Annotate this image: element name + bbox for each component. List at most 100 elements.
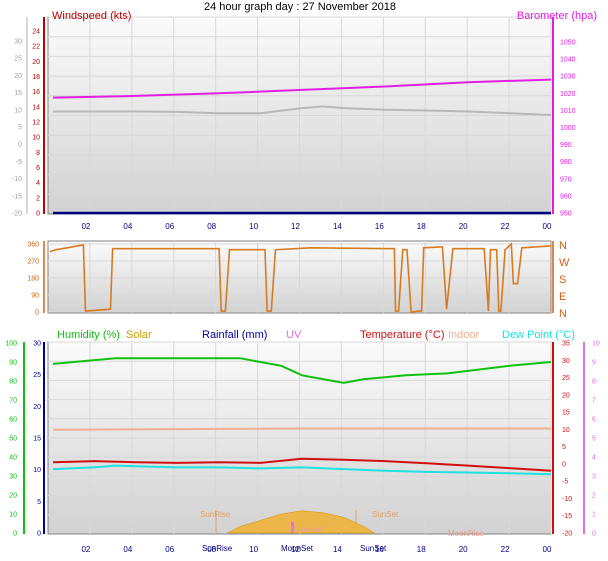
series-direction <box>49 242 552 313</box>
uv-tick-label: 7 <box>592 398 596 405</box>
legend-label: Indoor <box>448 329 480 341</box>
x-tick-label: 06 <box>165 222 174 231</box>
rain-tick-label: 5 <box>37 499 41 506</box>
uv-tick-label: 3 <box>592 474 596 481</box>
humidity-tick-label: 90 <box>9 360 17 367</box>
rain-tick-label: 20 <box>33 404 41 411</box>
compass-label: N <box>559 308 567 320</box>
baro-tick-label: 1010 <box>560 108 576 115</box>
uv-tick-label: 1 <box>592 512 596 519</box>
x-tick-label: 10 <box>249 222 258 231</box>
x-tick-label: 14 <box>333 545 342 554</box>
temperature-tick-label: -10 <box>562 496 572 503</box>
legend-label: Rainfall (mm) <box>202 329 267 341</box>
rain-tick-label: 10 <box>33 467 41 474</box>
annotation-sunset: SunSet <box>372 510 399 519</box>
wind-tick-label: 16 <box>32 89 40 96</box>
x-tick-label: 12 <box>291 545 300 554</box>
series-indoor <box>52 427 551 431</box>
graph-title: 24 hour graph day : 27 November 2018 <box>204 1 396 13</box>
baro-tick-label: 1040 <box>560 57 576 64</box>
wind-outer-tick-label: -10 <box>12 176 22 183</box>
baro-tick-label: 960 <box>560 193 572 200</box>
direction-tick-label: 90 <box>31 293 39 300</box>
temperature-tick-label: 20 <box>562 392 570 399</box>
legend-label: Dew Point (°C) <box>502 329 575 341</box>
legend-label: UV <box>286 329 302 341</box>
series-temperature <box>52 457 552 472</box>
rain-tick-label: 25 <box>33 372 41 379</box>
uv-tick-label: 6 <box>592 417 596 424</box>
wind-outer-tick-label: 15 <box>14 90 22 97</box>
series-solar <box>227 510 375 534</box>
series-humidity <box>52 357 552 384</box>
uv-tick-label: 4 <box>592 455 596 462</box>
wind-tick-label: 0 <box>36 211 40 218</box>
wind-tick-label: 10 <box>32 135 40 142</box>
x-tick-label: 20 <box>459 545 468 554</box>
rain-tick-label: 0 <box>37 531 41 538</box>
direction-tick-label: 180 <box>27 276 39 283</box>
wind-tick-label: 20 <box>32 59 40 66</box>
wind-tick-label: 24 <box>32 29 40 36</box>
wind-axis-title: Windspeed (kts) <box>52 10 131 22</box>
temperature-tick-label: -20 <box>562 531 572 538</box>
baro-axis-title: Barometer (hpa) <box>517 10 597 22</box>
baro-tick-label: 970 <box>560 176 572 183</box>
x-tick-label: 14 <box>333 222 342 231</box>
x-tick-label: 00 <box>543 545 552 554</box>
humidity-tick-label: 0 <box>13 531 17 538</box>
uv-tick-label: 5 <box>592 436 596 443</box>
temperature-tick-label: 35 <box>562 341 570 348</box>
legend-label: Solar <box>126 329 152 341</box>
baro-tick-label: 990 <box>560 142 572 149</box>
compass-label: S <box>559 274 566 286</box>
annotation-sunrise-bottom: SunRise <box>202 544 233 553</box>
humidity-tick-label: 70 <box>9 398 17 405</box>
annotation-sunset-bottom: SunSet <box>360 544 387 553</box>
baro-tick-label: 1050 <box>560 40 576 47</box>
baro-tick-label: 1020 <box>560 91 576 98</box>
wind-outer-tick-label: 10 <box>14 107 22 114</box>
x-tick-label: 16 <box>375 545 384 554</box>
legend-label: Humidity (%) <box>57 329 120 341</box>
rain-tick-label: 30 <box>33 341 41 348</box>
temperature-tick-label: -5 <box>562 479 568 486</box>
direction-tick-label: 0 <box>35 310 39 317</box>
baro-tick-label: 950 <box>560 211 572 218</box>
wind-outer-tick-label: 0 <box>18 142 22 149</box>
temperature-tick-label: 25 <box>562 375 570 382</box>
temperature-tick-label: -15 <box>562 513 572 520</box>
annotation-sunrise: SunRise <box>200 510 231 519</box>
direction-tick-label: 360 <box>27 242 39 249</box>
rain-tick-label: 15 <box>33 436 41 443</box>
temperature-tick-label: 30 <box>562 358 570 365</box>
wind-tick-label: 22 <box>32 44 40 51</box>
wind-outer-tick-label: 30 <box>14 39 22 46</box>
series-dewpoint <box>52 464 552 476</box>
temperature-tick-label: 15 <box>562 410 570 417</box>
compass-label: W <box>559 257 570 269</box>
wind-tick-label: 8 <box>36 150 40 157</box>
wind-tick-label: 6 <box>36 165 40 172</box>
uv-tick-label: 2 <box>592 493 596 500</box>
uv-tick-label: 8 <box>592 379 596 386</box>
uv-tick-label: 10 <box>592 341 600 348</box>
x-tick-label: 00 <box>543 222 552 231</box>
uv-tick-label: 0 <box>592 531 596 538</box>
humidity-tick-label: 80 <box>9 379 17 386</box>
temperature-tick-label: 0 <box>562 461 566 468</box>
x-tick-label: 18 <box>417 222 426 231</box>
annotation-moonset-bottom: MoonSet <box>281 544 314 553</box>
humidity-tick-label: 100 <box>5 341 17 348</box>
baro-tick-label: 980 <box>560 159 572 166</box>
wind-outer-tick-label: 25 <box>14 56 22 63</box>
wind-outer-tick-label: -5 <box>16 159 22 166</box>
wind-outer-tick-label: -15 <box>12 193 22 200</box>
humidity-tick-label: 40 <box>9 455 17 462</box>
x-tick-label: 12 <box>291 222 300 231</box>
x-tick-label: 04 <box>123 545 132 554</box>
wind-tick-label: 18 <box>32 74 40 81</box>
wind-tick-label: 12 <box>32 120 40 127</box>
wind-tick-label: 14 <box>32 104 40 111</box>
